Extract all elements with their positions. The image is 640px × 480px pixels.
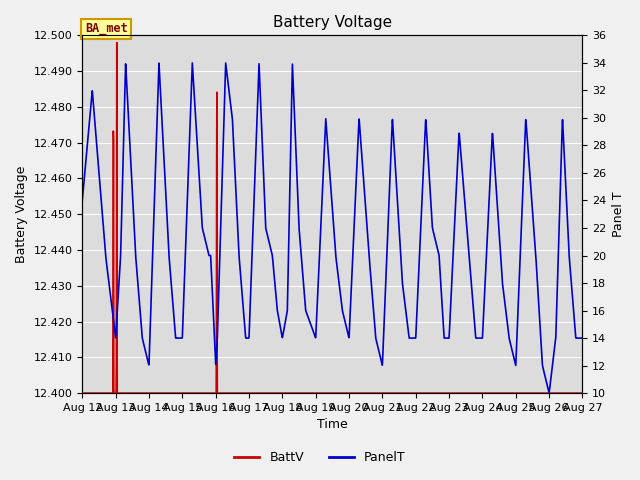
Title: Battery Voltage: Battery Voltage [273,15,392,30]
X-axis label: Time: Time [317,419,348,432]
Y-axis label: Panel T: Panel T [612,192,625,237]
Text: BA_met: BA_met [85,23,128,36]
Legend: BattV, PanelT: BattV, PanelT [229,446,411,469]
Y-axis label: Battery Voltage: Battery Voltage [15,166,28,263]
